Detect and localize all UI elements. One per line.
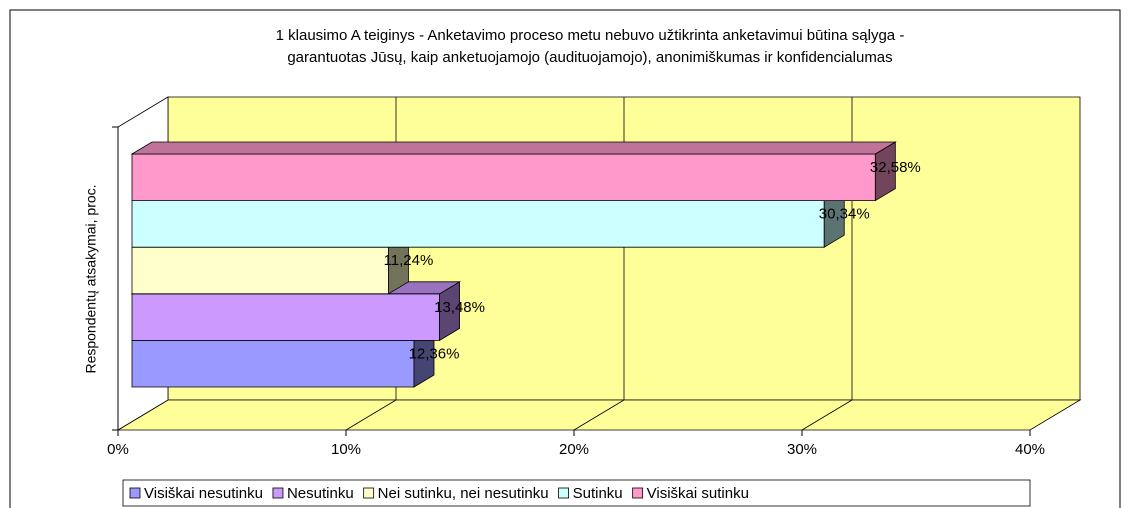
x-tick-label: 40% [1015, 441, 1045, 458]
legend-label: Visiškai sutinku [647, 485, 749, 502]
legend-swatch [363, 487, 375, 499]
bar-front [131, 293, 440, 341]
bar-front [131, 153, 876, 202]
legend-label: Nei sutinku, nei nesutinku [378, 485, 549, 502]
legend-swatch [272, 487, 284, 499]
value-label: 32,58% [870, 159, 921, 176]
grid-line [345, 399, 397, 431]
y-axis-label: Respondentų atsakymai, proc. [83, 184, 99, 373]
legend-label: Visiškai nesutinku [144, 485, 263, 502]
chart-title: 1 klausimo A teiginys - Anketavimo proce… [276, 27, 905, 44]
legend-label: Nesutinku [287, 485, 354, 502]
x-tick-label: 0% [107, 441, 129, 458]
bar-front [131, 339, 415, 388]
grid-line [573, 399, 625, 431]
bar [130, 141, 897, 202]
x-tick-label: 20% [559, 441, 589, 458]
legend-swatch [558, 487, 569, 499]
value-label: 11,24% [384, 252, 434, 269]
legend-swatch [129, 487, 141, 499]
legend-swatch [632, 487, 644, 499]
value-label: 30,34% [819, 206, 870, 223]
x-tick-label: 30% [787, 441, 817, 458]
value-label: 12,36% [409, 345, 460, 362]
bar-top [130, 141, 897, 155]
x-tick-label: 10% [331, 441, 361, 458]
bar-front [131, 200, 825, 248]
value-label: 13,48% [434, 299, 485, 316]
grid-line [801, 399, 853, 431]
chart-title: garantuotas Jūsų, kaip anketuojamojo (au… [287, 49, 892, 66]
bar-front [131, 246, 389, 295]
legend-label: Sutinku [573, 485, 623, 502]
